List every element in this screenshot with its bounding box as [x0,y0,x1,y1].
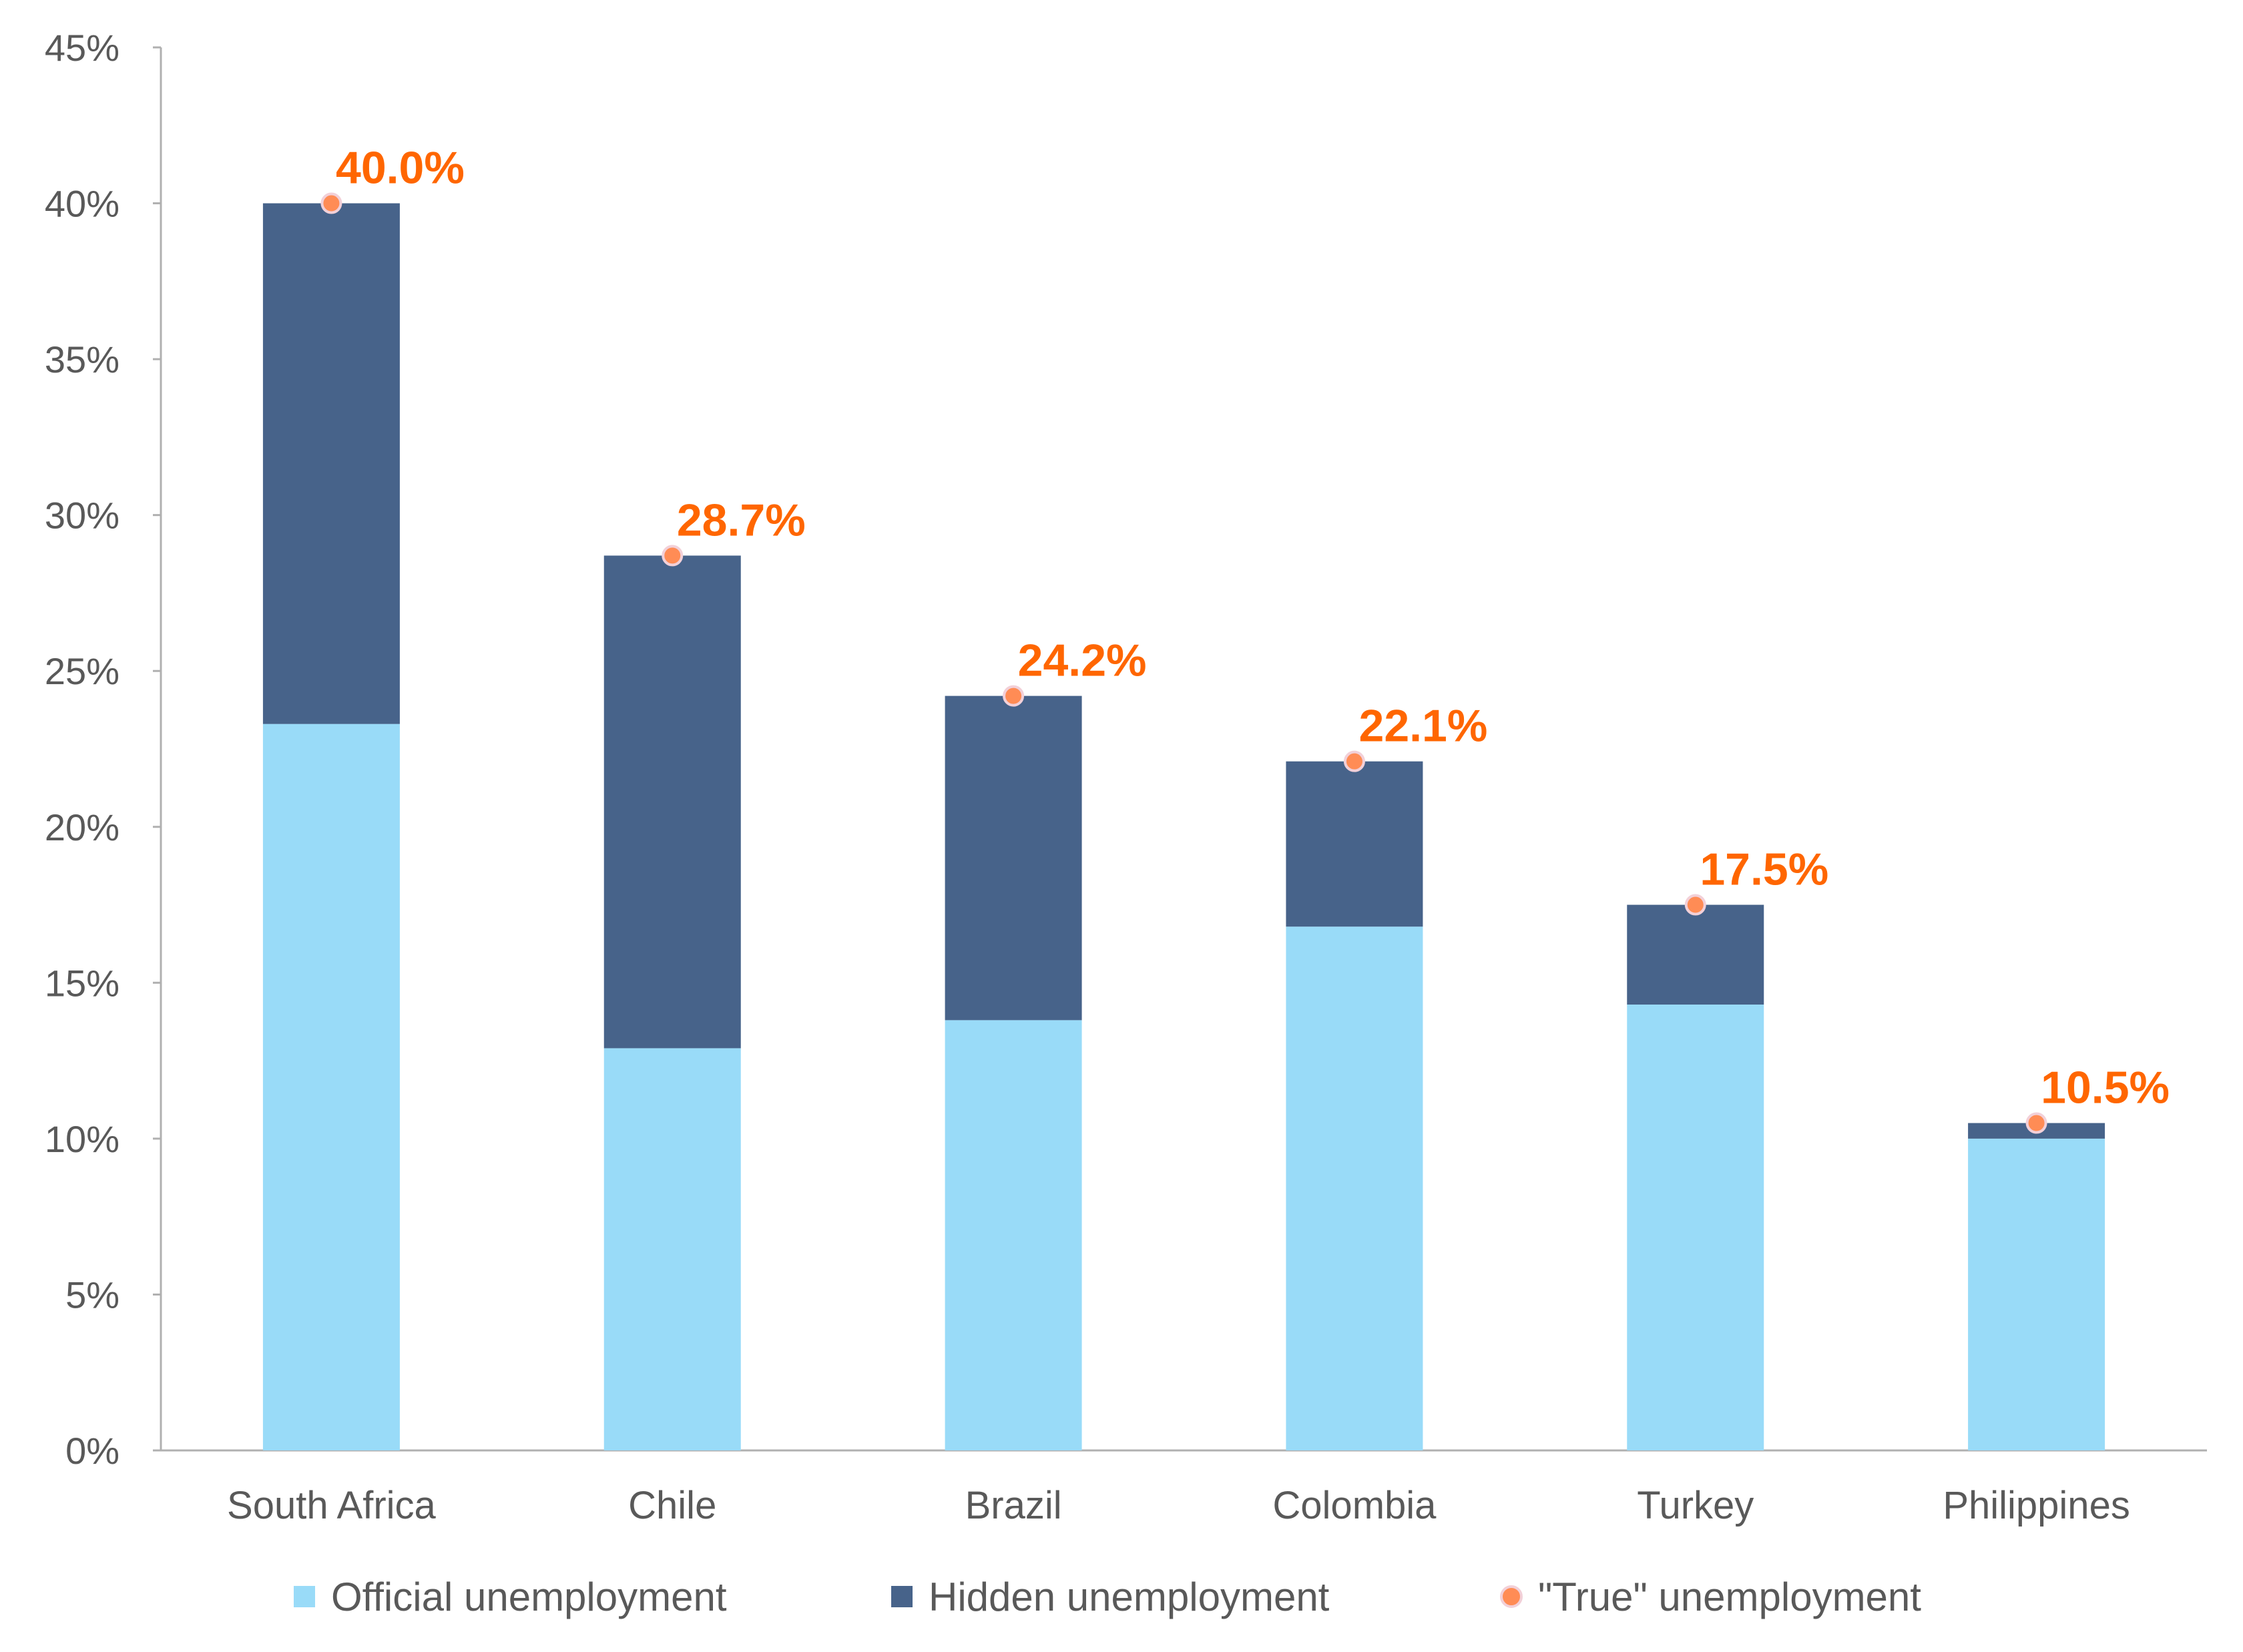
true-unemployment-marker [1343,750,1365,772]
data-label: 10.5% [2041,1063,2170,1113]
bar-official [1627,1005,1764,1450]
legend-swatch [891,1586,913,1607]
legend-label: Hidden unemployment [929,1575,1330,1619]
data-label: 40.0% [336,143,465,194]
bar-hidden [1627,904,1764,1005]
legend-swatch [1500,1585,1523,1608]
y-tick-label: 30% [45,495,119,537]
y-tick-label: 10% [45,1118,119,1160]
x-tick-label: Turkey [1637,1484,1754,1527]
y-tick-label: 40% [45,183,119,225]
legend-swatch [294,1586,315,1607]
y-tick-label: 5% [65,1274,119,1316]
x-tick-label: Chile [628,1484,716,1527]
bar-hidden [945,696,1082,1021]
data-label: 17.5% [1700,844,1828,895]
data-label: 22.1% [1359,701,1488,752]
bar-official [603,1048,741,1450]
bar-hidden [262,203,400,724]
bar-official [262,724,400,1450]
bar-hidden [603,555,741,1049]
bar-official [1968,1138,2105,1450]
x-tick-label: Colombia [1272,1484,1437,1527]
true-unemployment-marker [1003,685,1025,707]
x-tick-label: South Africa [227,1484,436,1527]
true-unemployment-marker [2025,1112,2047,1134]
true-unemployment-marker [320,192,342,214]
legend-label: Official unemployment [331,1575,727,1619]
y-tick-label: 0% [65,1430,119,1472]
bar-official [945,1020,1082,1450]
x-tick-label: Philippines [1943,1484,2130,1527]
true-unemployment-marker [662,545,684,567]
data-label: 28.7% [677,495,806,545]
bar-hidden [1286,761,1423,927]
y-tick-label: 35% [45,338,119,380]
data-label: 24.2% [1018,635,1147,686]
y-tick-label: 25% [45,650,119,692]
y-tick-label: 20% [45,806,119,848]
y-tick-label: 15% [45,962,119,1004]
legend-label: "True" unemployment [1538,1575,1921,1619]
true-unemployment-marker [1684,894,1706,916]
x-tick-label: Brazil [965,1484,1062,1527]
bar-official [1286,926,1423,1450]
y-tick-label: 45% [45,27,119,69]
